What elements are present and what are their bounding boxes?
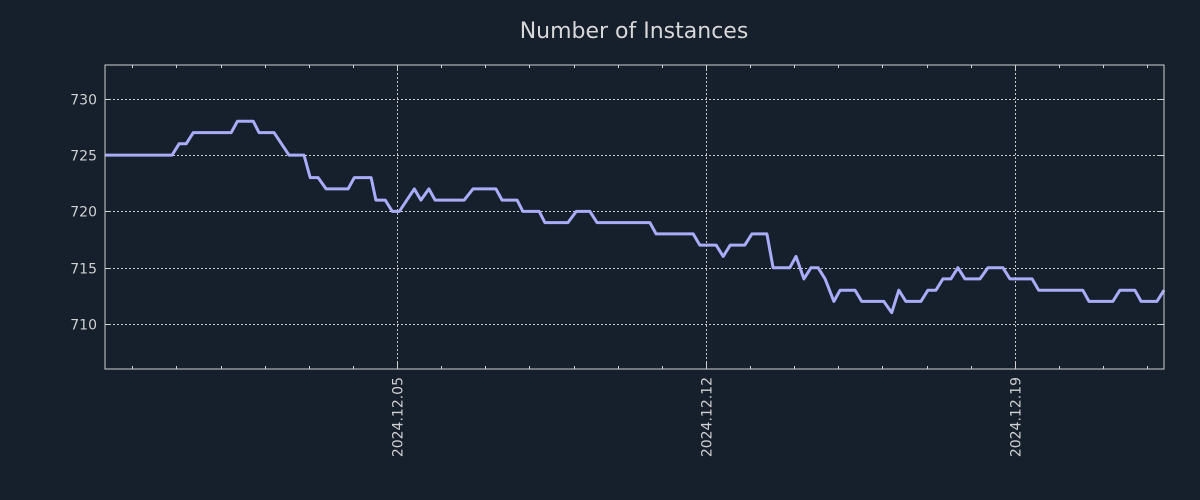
x-tick-label: 2024.12.19 [1009,377,1025,457]
ticks [105,65,1164,369]
plot-frame [104,64,1165,370]
x-tick-label: 2024.12.12 [700,377,716,457]
y-tick-label: 715 [70,262,97,278]
tick-labels: 710 715 720 725 730 2024.12.05 2024.12.12 2024.… [70,93,1024,458]
y-tick-label: 720 [70,205,97,221]
series-line-number-of-instances [105,119,1166,315]
chart-title: Number of Instances [520,19,749,44]
x-tick-label: 2024.12.05 [391,377,407,457]
grid [105,65,1164,369]
y-tick-label: 725 [70,149,97,165]
y-tick-label: 710 [70,318,97,334]
y-tick-label: 730 [70,93,97,109]
